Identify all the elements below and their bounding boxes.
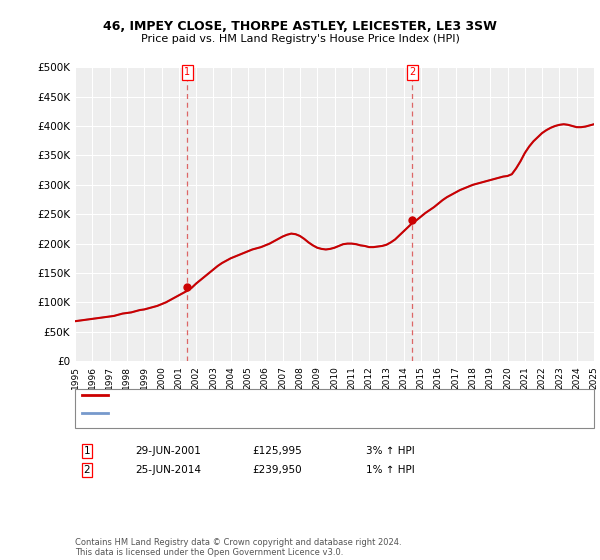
Text: 3% ↑ HPI: 3% ↑ HPI [366,446,415,456]
Text: 46, IMPEY CLOSE, THORPE ASTLEY, LEICESTER, LE3 3SW: 46, IMPEY CLOSE, THORPE ASTLEY, LEICESTE… [103,20,497,32]
Text: 25-JUN-2014: 25-JUN-2014 [135,465,201,475]
Text: 46, IMPEY CLOSE, THORPE ASTLEY, LEICESTER, LE3 3SW (detached house): 46, IMPEY CLOSE, THORPE ASTLEY, LEICESTE… [112,390,477,400]
Text: HPI: Average price, detached house, Blaby: HPI: Average price, detached house, Blab… [112,408,320,418]
Text: 1% ↑ HPI: 1% ↑ HPI [366,465,415,475]
Text: 1: 1 [184,67,191,77]
Text: 29-JUN-2001: 29-JUN-2001 [135,446,201,456]
Text: 2: 2 [83,465,91,475]
Text: Price paid vs. HM Land Registry's House Price Index (HPI): Price paid vs. HM Land Registry's House … [140,34,460,44]
Text: 2: 2 [409,67,415,77]
Text: £125,995: £125,995 [252,446,302,456]
Text: £239,950: £239,950 [252,465,302,475]
Text: 1: 1 [83,446,91,456]
Text: Contains HM Land Registry data © Crown copyright and database right 2024.
This d: Contains HM Land Registry data © Crown c… [75,538,401,557]
